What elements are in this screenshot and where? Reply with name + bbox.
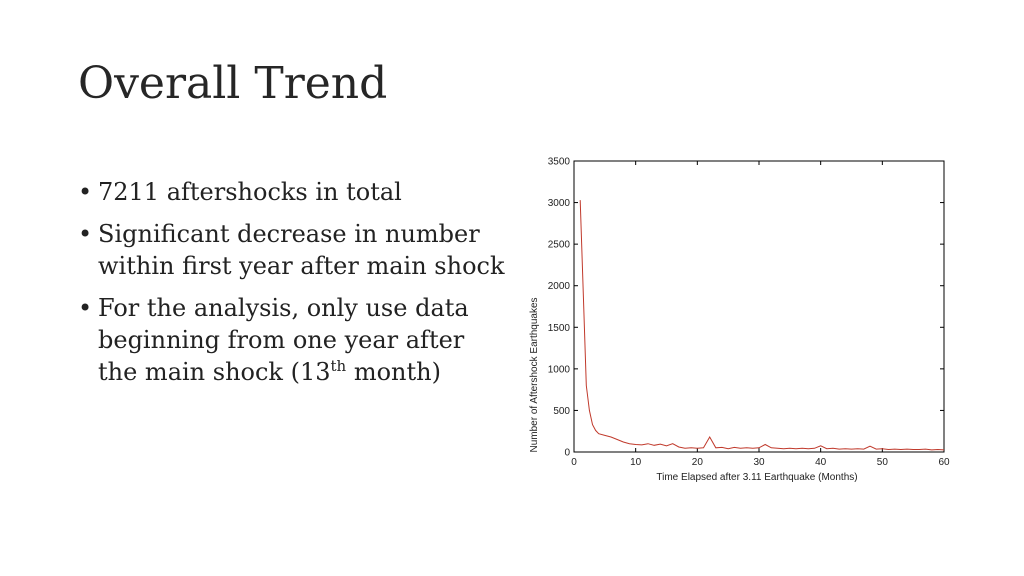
x-tick-label: 0 [571,457,577,468]
bullet-text: Significant decrease in number within fi… [98,220,505,280]
series-line [579,200,945,451]
slide-title: Overall Trend [78,58,388,109]
x-tick-label: 30 [753,457,765,468]
y-tick-label: 1500 [548,323,571,334]
bullet-text: month) [346,358,441,386]
x-tick-label: 50 [877,457,889,468]
bullet-text: For the analysis, only use data beginnin… [98,294,469,386]
y-axis-label: Number of Aftershock Earthquakes [529,297,540,452]
superscript: th [330,357,347,375]
aftershock-chart: Number of Aftershock Earthquakes Time El… [522,150,962,490]
x-tick-label: 10 [630,457,642,468]
x-axis-label: Time Elapsed after 3.11 Earthquake (Mont… [656,472,857,483]
x-tick-label: 20 [692,457,704,468]
y-tick-label: 2000 [548,281,571,292]
y-tick-label: 3500 [548,157,571,168]
bullet-item: For the analysis, only use data beginnin… [78,292,508,388]
y-tick-label: 500 [553,406,570,417]
y-tick-label: 0 [564,448,570,459]
y-tick-label: 1000 [548,364,571,375]
bullet-list: 7211 aftershocks in total Significant de… [78,176,508,398]
y-tick-label: 3000 [548,198,571,209]
y-tick-label: 2500 [548,240,571,251]
bullet-item: Significant decrease in number within fi… [78,218,508,282]
plot-frame [573,160,945,453]
bullet-text: 7211 aftershocks in total [98,178,402,206]
bullet-item: 7211 aftershocks in total [78,176,508,208]
x-tick-label: 40 [815,457,827,468]
chart-svg: Number of Aftershock Earthquakes Time El… [529,157,950,484]
x-tick-label: 60 [938,457,950,468]
